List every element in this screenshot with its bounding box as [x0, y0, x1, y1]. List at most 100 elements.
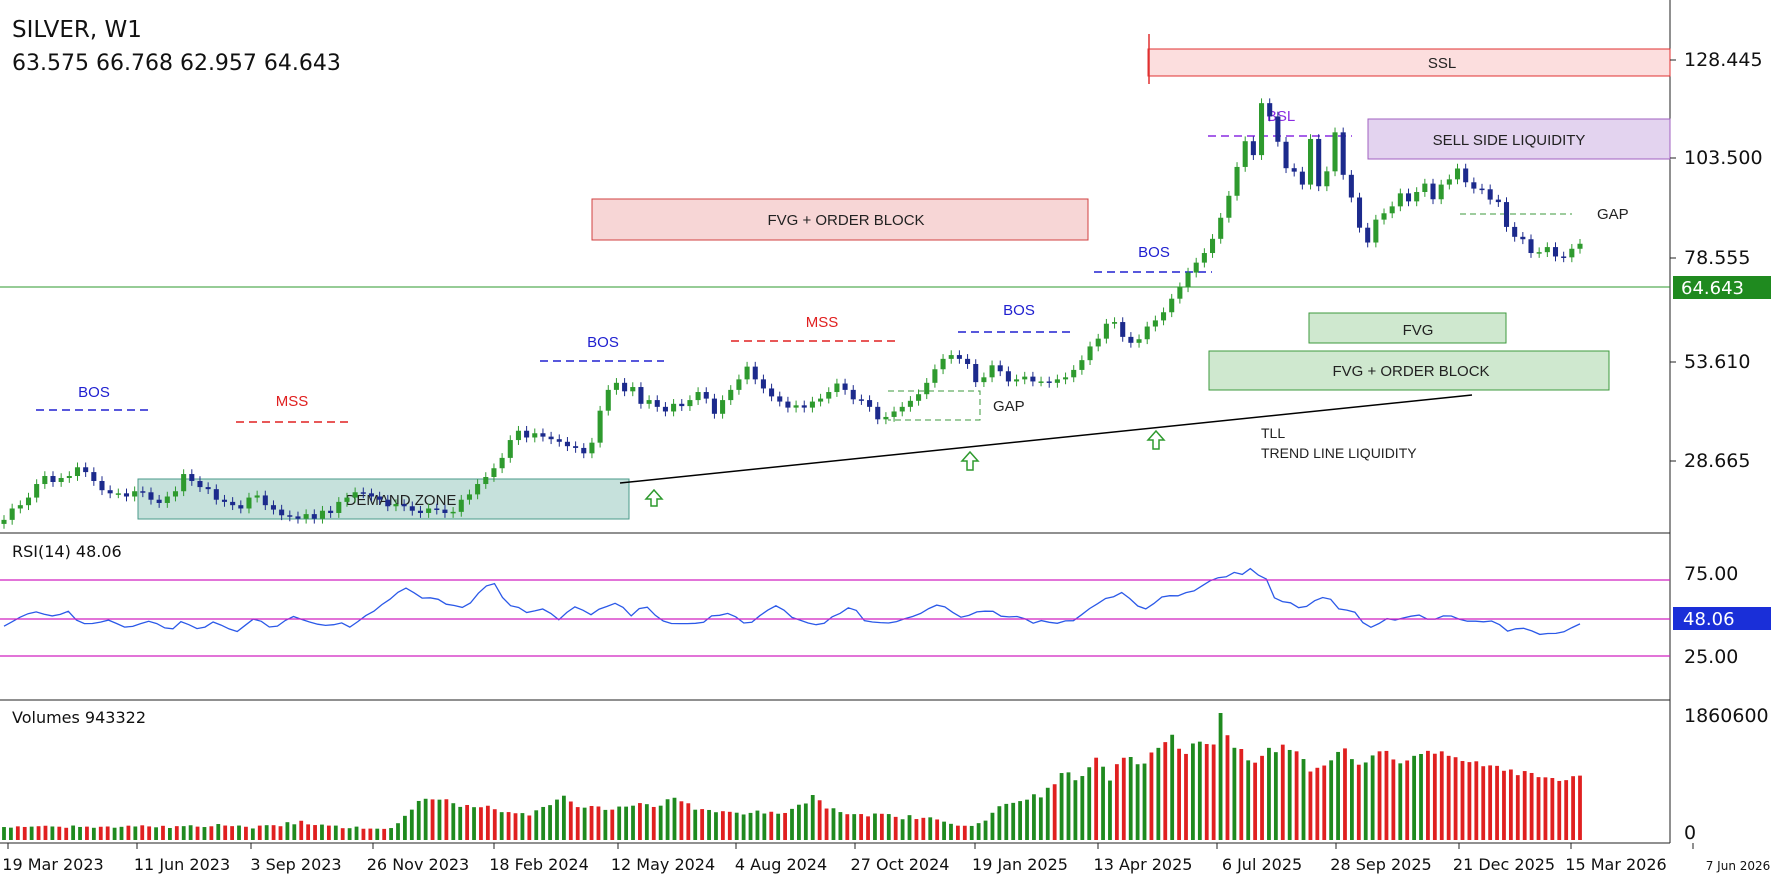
- volume-bar: [1322, 765, 1327, 840]
- volume-bar: [817, 800, 822, 840]
- volume-bar: [520, 813, 525, 840]
- candle: [1340, 132, 1346, 175]
- volume-bar: [1356, 764, 1361, 840]
- volume-bar: [1211, 744, 1216, 840]
- volume-bar: [548, 805, 552, 840]
- candle: [956, 355, 962, 359]
- candle: [328, 510, 334, 513]
- candle: [1569, 248, 1575, 258]
- volume-bar: [1377, 751, 1382, 840]
- volume-bar: [983, 820, 988, 840]
- volume-bar: [527, 815, 532, 840]
- volume-bar: [437, 799, 442, 840]
- candle: [377, 496, 383, 500]
- candle: [50, 476, 56, 482]
- candle: [58, 477, 64, 482]
- candle: [1463, 168, 1469, 183]
- volume-bar: [790, 808, 794, 840]
- volume-bar: [1467, 762, 1472, 840]
- candle: [279, 509, 285, 516]
- candle: [181, 474, 187, 492]
- volume-bar: [831, 808, 836, 840]
- candle: [965, 358, 971, 365]
- time-tick-label: 28 Sep 2025: [1330, 855, 1431, 874]
- volume-bar: [568, 801, 573, 840]
- volume-bar: [195, 826, 200, 840]
- volume-bar: [1239, 749, 1244, 840]
- volume-bar: [1287, 749, 1292, 840]
- candle: [385, 499, 391, 507]
- volume-bar: [57, 826, 62, 840]
- candle: [793, 405, 799, 408]
- volume-bar: [1045, 787, 1050, 840]
- volume-bar: [1191, 743, 1195, 840]
- candle: [752, 366, 758, 380]
- candle: [319, 510, 325, 519]
- volume-bar: [223, 825, 228, 840]
- candle: [1234, 166, 1240, 196]
- ohlc-readout: 63.575 66.768 62.957 64.643: [12, 51, 341, 76]
- volume-bar: [1329, 760, 1334, 840]
- candle: [1299, 171, 1305, 185]
- time-tick-label: 6 Jul 2025: [1222, 855, 1302, 874]
- volume-bar: [638, 803, 642, 840]
- candle: [491, 468, 497, 477]
- volume-bar: [631, 805, 635, 840]
- volume-bar: [720, 811, 725, 840]
- candle: [1348, 174, 1354, 198]
- volume-bar: [485, 805, 490, 840]
- candle: [1381, 213, 1387, 220]
- volume-bar: [167, 827, 172, 840]
- volume-bar: [748, 812, 753, 840]
- volume-bar: [15, 826, 20, 840]
- volume-bar: [1094, 757, 1099, 840]
- candle: [1046, 381, 1052, 383]
- candle: [630, 387, 636, 392]
- price-tick: 28.665: [1684, 450, 1750, 472]
- volume-bar: [707, 809, 711, 840]
- volume-bar: [1384, 750, 1389, 840]
- price-tick: 128.445: [1684, 49, 1763, 71]
- time-tick-label: 7 Jun 2026: [1706, 859, 1771, 873]
- volume-bar: [1038, 797, 1043, 840]
- candle: [368, 493, 374, 497]
- volume-bar: [838, 812, 843, 840]
- candle: [1128, 336, 1134, 343]
- volume-bar: [1564, 780, 1569, 840]
- candle: [728, 389, 734, 401]
- volume-bar: [112, 827, 117, 840]
- volume-bar: [962, 825, 967, 840]
- bos-label-2: BOS: [587, 334, 619, 351]
- candle: [401, 504, 407, 507]
- volume-bar: [1032, 794, 1036, 840]
- volume-bar: [1412, 755, 1417, 840]
- volume-tick: 0: [1684, 822, 1696, 844]
- candle: [499, 457, 505, 469]
- candle: [1479, 188, 1485, 191]
- candle: [638, 387, 644, 404]
- volume-bar: [161, 825, 165, 840]
- candle: [646, 400, 652, 404]
- candle: [1446, 179, 1452, 185]
- volume-bar: [140, 825, 145, 840]
- time-tick-label: 15 Mar 2026: [1565, 855, 1666, 874]
- volume-tick: 1860600: [1684, 705, 1769, 727]
- volume-bar: [1011, 802, 1016, 840]
- time-tick-label: 19 Mar 2023: [2, 855, 103, 874]
- volume-bar: [1349, 759, 1354, 840]
- volume-bar: [893, 816, 898, 840]
- volume-bar: [506, 812, 511, 840]
- candle: [858, 399, 864, 401]
- volume-bar: [741, 814, 746, 840]
- volume-bar: [803, 803, 808, 840]
- volume-bar: [22, 826, 27, 840]
- sell-side-liquidity-zone: [1367, 118, 1671, 160]
- volume-bar: [1267, 747, 1271, 840]
- volume-bar: [1419, 753, 1423, 840]
- candle: [1095, 338, 1101, 347]
- demand-zone: [137, 478, 630, 520]
- volume-bar: [686, 803, 691, 840]
- volume-bar: [873, 813, 877, 840]
- mss-label-1: MSS: [276, 393, 309, 410]
